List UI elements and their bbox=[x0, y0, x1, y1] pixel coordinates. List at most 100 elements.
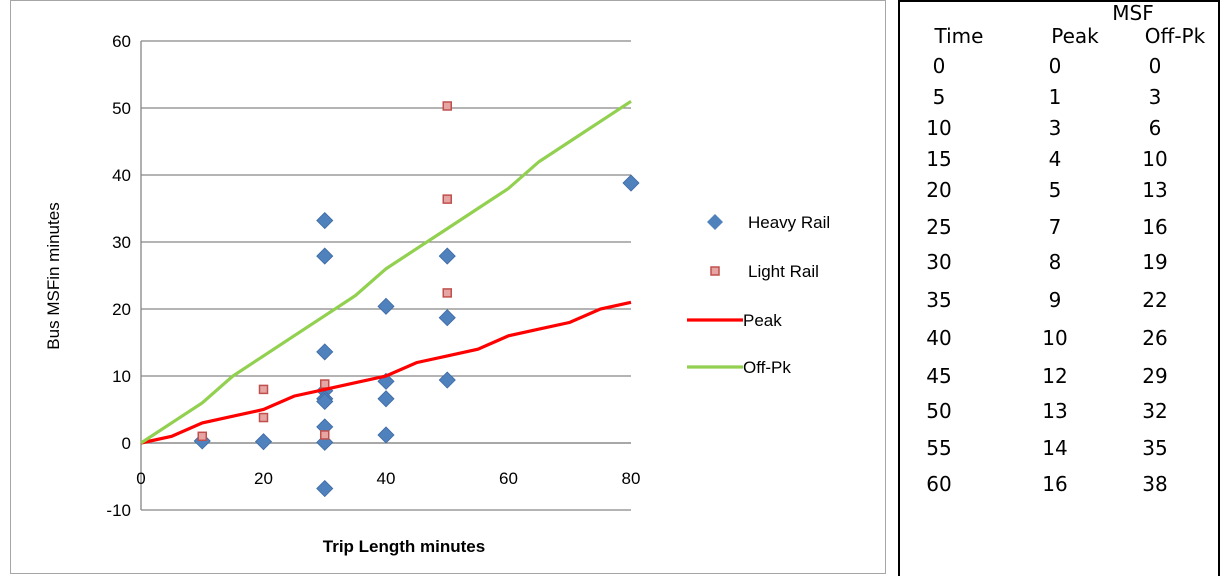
x-axis-label: Trip Length minutes bbox=[323, 537, 485, 556]
series-off-pk bbox=[140, 99, 632, 445]
y-tick-label: 0 bbox=[122, 434, 131, 453]
data-point bbox=[438, 309, 456, 327]
table-cell: 8 bbox=[1048, 250, 1062, 274]
y-tick-label: 30 bbox=[112, 233, 131, 252]
data-point bbox=[316, 479, 334, 498]
table-cell: 0 bbox=[932, 54, 946, 78]
data-point bbox=[258, 384, 269, 395]
table-column-header: Time bbox=[934, 24, 984, 48]
data-point bbox=[442, 101, 452, 111]
legend-label: Peak bbox=[743, 311, 782, 330]
table-column-header: Off-Pk bbox=[1144, 24, 1206, 48]
legend-entry: Peak bbox=[687, 311, 782, 330]
table-cell: 29 bbox=[1142, 364, 1168, 388]
series-line bbox=[140, 300, 632, 445]
x-tick-label: 60 bbox=[499, 469, 518, 488]
series bbox=[140, 99, 640, 498]
legend: Heavy Rail Light Rail Peak Off-Pk bbox=[687, 213, 830, 377]
legend-swatch bbox=[710, 266, 720, 276]
table-cell: 32 bbox=[1142, 399, 1168, 423]
series-line bbox=[140, 99, 632, 445]
legend-entry: Off-Pk bbox=[687, 358, 791, 377]
chart-panel: -10 0 10 20 30 40 50 60 0 20 40 60 80 Heavy Rail Ligh… bbox=[10, 0, 886, 574]
legend-label: Heavy Rail bbox=[748, 213, 830, 232]
table-cell: 1 bbox=[1048, 85, 1062, 109]
table-cell: 45 bbox=[926, 364, 952, 388]
table-cell: 40 bbox=[926, 326, 952, 350]
table-cell: 55 bbox=[926, 436, 952, 460]
y-tick-label: 60 bbox=[112, 32, 131, 51]
data-point bbox=[320, 430, 330, 440]
table-cell: 12 bbox=[1042, 364, 1068, 388]
y-tick-label: 10 bbox=[112, 367, 131, 386]
series-heavy-rail bbox=[193, 174, 640, 498]
table-cell: 10 bbox=[1042, 326, 1068, 350]
legend-swatch bbox=[707, 214, 723, 230]
y-axis-label: Bus MSFin minutes bbox=[44, 202, 63, 349]
table-cell: 13 bbox=[1142, 178, 1168, 202]
data-point bbox=[442, 194, 452, 204]
series-peak bbox=[140, 300, 632, 445]
table-cell: 22 bbox=[1142, 288, 1168, 312]
table-cell: 35 bbox=[926, 288, 952, 312]
data-point bbox=[316, 211, 334, 230]
x-tick-label: 80 bbox=[622, 469, 641, 488]
axes: -10 0 10 20 30 40 50 60 0 20 40 60 80 bbox=[106, 32, 640, 520]
y-tick-label: 50 bbox=[112, 99, 131, 118]
msf-table: MSF Time Peak Off-Pk 0 0 0 5 1 3 10 3 6 15 4 10 20 5 13 2… bbox=[898, 0, 1220, 576]
scatter-chart: -10 0 10 20 30 40 50 60 0 20 40 60 80 Heavy Rail Ligh… bbox=[44, 32, 830, 556]
data-point bbox=[316, 247, 334, 265]
legend-label: Light Rail bbox=[748, 262, 819, 281]
table-cell: 13 bbox=[1042, 399, 1068, 423]
data-point bbox=[377, 297, 395, 315]
series-light-rail bbox=[197, 101, 452, 442]
x-tick-label: 20 bbox=[254, 469, 273, 488]
table-cell: 25 bbox=[926, 215, 952, 239]
table-cell: 9 bbox=[1048, 288, 1062, 312]
data-point bbox=[438, 371, 456, 389]
table-cell: 20 bbox=[926, 178, 952, 202]
table-cell: 16 bbox=[1142, 215, 1168, 239]
y-tick-label: 20 bbox=[112, 300, 131, 319]
table-cell: 3 bbox=[1048, 116, 1062, 140]
y-tick-label: -10 bbox=[106, 501, 131, 520]
table-cell: 35 bbox=[1142, 436, 1168, 460]
data-point bbox=[254, 433, 273, 451]
data-point bbox=[622, 174, 640, 192]
x-tick-label: 0 bbox=[136, 469, 145, 488]
data-point bbox=[197, 431, 207, 442]
table-cell: 30 bbox=[926, 250, 952, 274]
table-cell: 26 bbox=[1142, 326, 1168, 350]
table-cell: 16 bbox=[1042, 472, 1068, 496]
table-cell: 10 bbox=[1142, 147, 1168, 171]
table-cell: 19 bbox=[1142, 250, 1168, 274]
table-cell: 5 bbox=[932, 85, 946, 109]
data-point bbox=[377, 390, 395, 408]
table-cell: 38 bbox=[1142, 472, 1168, 496]
table-cell: 60 bbox=[926, 472, 952, 496]
table-cell: 4 bbox=[1048, 147, 1062, 171]
data-point bbox=[377, 426, 395, 444]
table-cell: 3 bbox=[1148, 85, 1162, 109]
table-cell: 0 bbox=[1048, 54, 1062, 78]
table-cell: 10 bbox=[926, 116, 952, 140]
legend-entry: Heavy Rail bbox=[707, 213, 830, 232]
table-cell: 5 bbox=[1048, 178, 1062, 202]
table-cell: 15 bbox=[926, 147, 952, 171]
data-point bbox=[316, 343, 334, 361]
table-cell: 0 bbox=[1148, 54, 1162, 78]
table-cell: 7 bbox=[1048, 215, 1062, 239]
table-cell: 50 bbox=[926, 399, 952, 423]
table-cell: 14 bbox=[1042, 436, 1068, 460]
data-point bbox=[316, 392, 334, 411]
legend-label: Off-Pk bbox=[743, 358, 791, 377]
table-group-header: MSF bbox=[1112, 1, 1154, 25]
data-point bbox=[438, 247, 456, 265]
data-point bbox=[320, 379, 330, 389]
data-point bbox=[258, 412, 269, 423]
table-column-header: Peak bbox=[1051, 24, 1099, 48]
y-tick-label: 40 bbox=[112, 166, 131, 185]
data-point bbox=[442, 288, 452, 298]
legend-entry: Light Rail bbox=[710, 262, 819, 281]
x-tick-label: 40 bbox=[377, 469, 396, 488]
